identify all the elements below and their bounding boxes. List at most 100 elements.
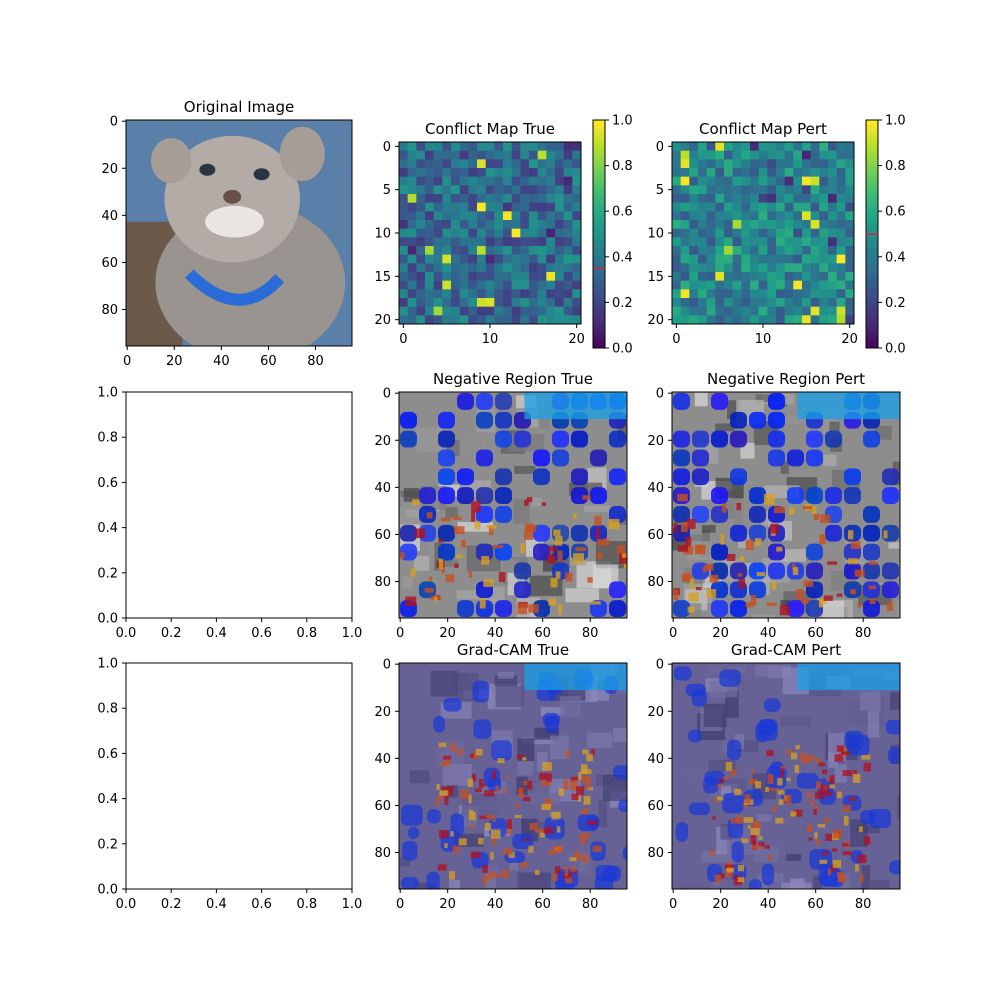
heatmap-cell bbox=[732, 228, 742, 238]
colorbar-segment bbox=[593, 293, 605, 299]
heatmap-cell bbox=[529, 298, 538, 307]
heatmap-cell bbox=[706, 254, 716, 264]
heatmap-cell bbox=[555, 176, 564, 186]
heatmap-cell bbox=[442, 211, 452, 221]
axes-frame bbox=[125, 391, 353, 619]
heatmap-cell bbox=[572, 185, 582, 195]
heatmap-cell bbox=[494, 194, 504, 203]
heatmap-cell bbox=[706, 263, 716, 273]
heatmap-cell bbox=[459, 142, 469, 151]
heatmap-cell bbox=[407, 185, 417, 195]
heatmap-cell bbox=[494, 159, 504, 169]
heatmap-cell bbox=[416, 246, 426, 255]
heatmap-cell bbox=[758, 280, 768, 290]
overlay-patch bbox=[419, 487, 436, 504]
overlay-heat bbox=[506, 819, 512, 830]
heatmap-cell bbox=[451, 211, 460, 221]
heatmap-cell bbox=[537, 315, 547, 325]
overlay-texture bbox=[456, 590, 493, 600]
heatmap-cell bbox=[680, 280, 690, 290]
overlay-heat bbox=[722, 503, 727, 513]
heatmap-cell bbox=[425, 194, 434, 203]
colorbar-tick-label: 0.4 bbox=[885, 250, 906, 265]
heatmap-cell bbox=[689, 185, 699, 195]
heatmap-cell bbox=[802, 254, 811, 264]
overlay-patch bbox=[685, 683, 707, 697]
heatmap-cell bbox=[767, 159, 777, 169]
overlay-heat bbox=[745, 539, 754, 550]
heatmap-cell bbox=[828, 176, 837, 186]
overlay-heat bbox=[842, 804, 852, 812]
heatmap-cell bbox=[555, 211, 564, 221]
overlay-heat bbox=[813, 513, 819, 520]
y-tick-label: 60 bbox=[647, 528, 664, 543]
overlay-heat bbox=[525, 523, 533, 531]
heatmap-cell bbox=[451, 280, 460, 290]
overlay-heat bbox=[592, 845, 602, 852]
overlay-texture bbox=[559, 696, 581, 717]
overlay-patch bbox=[787, 449, 804, 467]
heatmap-cell bbox=[828, 315, 837, 325]
colorbar-frame bbox=[592, 119, 606, 349]
overlay-heat bbox=[780, 765, 786, 769]
heatmap-cell bbox=[572, 159, 582, 169]
heatmap-cell bbox=[784, 237, 794, 247]
heatmap-cell bbox=[416, 272, 426, 281]
heatmap-cell bbox=[451, 194, 460, 203]
overlay-image bbox=[672, 392, 900, 618]
heatmap-cell bbox=[537, 202, 547, 212]
heatmap-cell bbox=[451, 150, 460, 160]
heatmap-cell bbox=[442, 194, 452, 203]
heatmap-cell bbox=[845, 263, 855, 273]
heatmap-cell bbox=[485, 228, 495, 238]
overlay-patch bbox=[806, 562, 823, 580]
overlay-heat bbox=[829, 784, 835, 789]
overlay-heat bbox=[764, 845, 770, 849]
overlay-heat bbox=[689, 578, 694, 590]
y-tick-label: 20 bbox=[647, 705, 664, 720]
heatmap-cell bbox=[451, 185, 460, 195]
colorbar-segment bbox=[866, 151, 878, 157]
heatmap-cell bbox=[572, 211, 582, 221]
overlay-texture bbox=[834, 764, 847, 783]
overlay-heat bbox=[471, 773, 477, 782]
heatmap-cell bbox=[732, 272, 742, 281]
heatmap-cell bbox=[836, 280, 846, 290]
overlay-heat bbox=[860, 873, 864, 883]
heatmap-cell bbox=[715, 194, 725, 203]
heatmap-cell bbox=[776, 289, 785, 299]
heatmap-cell bbox=[459, 315, 469, 325]
overlay-patch bbox=[590, 487, 607, 504]
heatmap-cell bbox=[758, 202, 768, 212]
overlay-heat bbox=[717, 783, 722, 788]
overlay-heat bbox=[745, 602, 754, 608]
heatmap-cell bbox=[503, 272, 512, 281]
overlay-texture bbox=[514, 465, 536, 474]
overlay-heat bbox=[792, 567, 799, 576]
heatmap-cell bbox=[828, 237, 837, 247]
overlay-patch bbox=[476, 411, 493, 429]
heatmap-cell bbox=[741, 246, 751, 255]
heatmap-cell bbox=[793, 298, 803, 307]
heatmap-cell bbox=[680, 211, 690, 221]
x-tick-label: 0 bbox=[399, 332, 407, 347]
heatmap-cell bbox=[741, 228, 751, 238]
heatmap-cell bbox=[555, 280, 564, 290]
overlay-heat bbox=[578, 771, 582, 780]
overlay-image bbox=[399, 663, 627, 889]
overlay-patch bbox=[552, 449, 569, 467]
heatmap-cell bbox=[407, 254, 417, 264]
heatmap-cell bbox=[520, 298, 530, 307]
heatmap-cell bbox=[477, 142, 486, 151]
overlay-heat bbox=[484, 876, 491, 881]
heatmap-cell bbox=[767, 194, 777, 203]
overlay-heat bbox=[714, 874, 722, 883]
heatmap-cell bbox=[802, 246, 811, 255]
colorbar-segment bbox=[866, 120, 878, 126]
heatmap-cell bbox=[485, 211, 495, 221]
heatmap-cell bbox=[706, 237, 716, 247]
heatmap-cell bbox=[459, 263, 469, 273]
overlay-heat bbox=[581, 775, 591, 784]
heatmap-cell bbox=[689, 272, 699, 281]
